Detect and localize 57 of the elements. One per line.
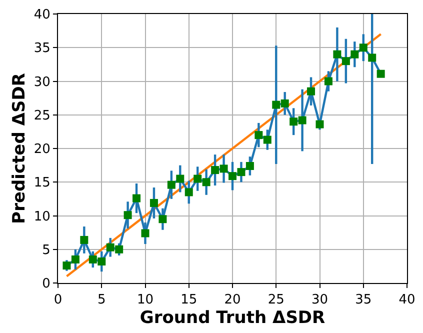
point — [254, 131, 263, 140]
point — [228, 172, 236, 180]
x-tick-label: 20 — [224, 292, 241, 308]
y-axis-title: Predicted ΔSDR — [9, 73, 30, 224]
x-tick-label: 30 — [311, 292, 328, 308]
x-tick-label: 15 — [180, 292, 198, 308]
y-tick-label: 30 — [34, 74, 50, 90]
x-tick-label: 40 — [398, 292, 416, 308]
point — [359, 44, 368, 52]
point — [237, 168, 246, 176]
x-tick-label: 25 — [268, 292, 284, 308]
y-tick-label: 15 — [34, 176, 50, 191]
point — [88, 255, 97, 264]
point — [184, 188, 193, 196]
point — [106, 243, 114, 252]
point — [124, 211, 132, 220]
point — [176, 174, 184, 183]
y-tick-label: 0 — [42, 276, 50, 292]
point — [80, 236, 88, 244]
point — [132, 194, 141, 202]
point — [211, 166, 220, 174]
point — [220, 164, 228, 173]
point — [263, 136, 272, 144]
x-tick-label: 5 — [97, 292, 106, 308]
point — [141, 229, 150, 238]
point — [62, 262, 71, 270]
point — [280, 99, 289, 108]
point — [376, 70, 385, 78]
point — [333, 50, 342, 58]
point — [71, 255, 80, 264]
point — [290, 118, 298, 126]
point — [150, 198, 158, 207]
x-tick-label: 10 — [136, 292, 154, 308]
y-tick-label: 10 — [34, 209, 50, 224]
point — [194, 174, 202, 183]
point — [202, 178, 210, 186]
point — [246, 162, 254, 170]
point — [115, 245, 124, 254]
y-tick-label: 20 — [34, 142, 50, 158]
point — [98, 257, 106, 266]
point — [167, 180, 176, 189]
point — [368, 54, 376, 62]
point — [316, 120, 324, 128]
point — [350, 50, 359, 58]
point — [298, 116, 306, 124]
y-tick-label: 35 — [34, 41, 50, 56]
point — [342, 57, 350, 66]
point — [158, 215, 167, 224]
x-axis-title: Ground Truth ΔSDR — [140, 308, 326, 328]
y-tick-label: 5 — [42, 242, 50, 258]
point — [272, 100, 280, 109]
point — [307, 87, 316, 96]
x-tick-label: 0 — [54, 292, 62, 308]
point — [324, 77, 332, 86]
y-tick-label: 25 — [34, 108, 50, 124]
y-tick-label: 40 — [34, 8, 50, 23]
x-tick-label: 35 — [355, 292, 372, 308]
